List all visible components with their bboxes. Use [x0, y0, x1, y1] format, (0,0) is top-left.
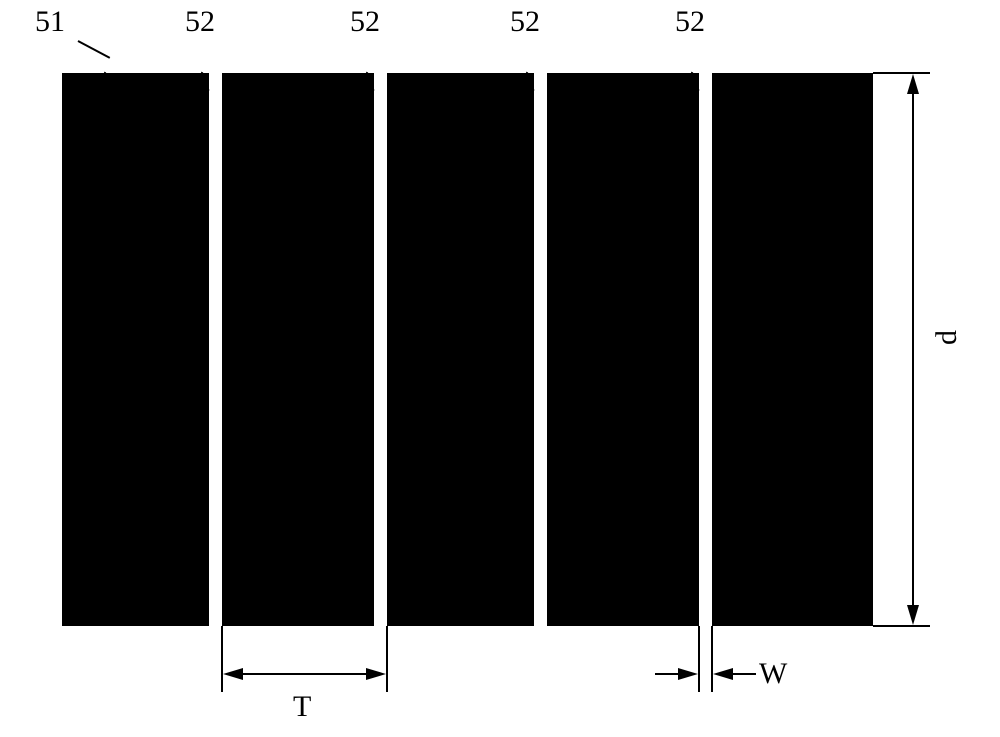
label-51: 51 [35, 5, 65, 39]
dim-d-line [912, 93, 914, 606]
bar-5 [712, 73, 873, 626]
dim-T-line [242, 673, 367, 675]
dim-W-tail-right [732, 673, 756, 675]
dim-W-arrow-right [713, 668, 733, 680]
label-52-3: 52 [510, 5, 540, 39]
dim-T-ext-left [221, 626, 223, 692]
dim-d-arrow-bottom [907, 605, 919, 625]
leader-line-51 [78, 40, 111, 59]
dim-W-arrow-left [678, 668, 698, 680]
dim-d-ext-top [873, 72, 930, 74]
label-52-1: 52 [185, 5, 215, 39]
dim-T-label: T [293, 690, 311, 724]
dim-T-arrow-left [223, 668, 243, 680]
bar-2 [222, 73, 374, 626]
dim-W-label: W [759, 657, 787, 691]
label-52-2: 52 [350, 5, 380, 39]
label-52-4: 52 [675, 5, 705, 39]
bar-4 [547, 73, 699, 626]
dim-d-ext-bottom [873, 625, 930, 627]
dim-W-ext-left [698, 626, 700, 692]
dim-T-arrow-right [366, 668, 386, 680]
dim-d-label: d [930, 330, 964, 345]
dim-T-ext-right [386, 626, 388, 692]
dim-W-tail-left [655, 673, 679, 675]
bar-3 [387, 73, 534, 626]
bar-1 [62, 73, 209, 626]
dim-d-arrow-top [907, 74, 919, 94]
dim-W-ext-right [711, 626, 713, 692]
